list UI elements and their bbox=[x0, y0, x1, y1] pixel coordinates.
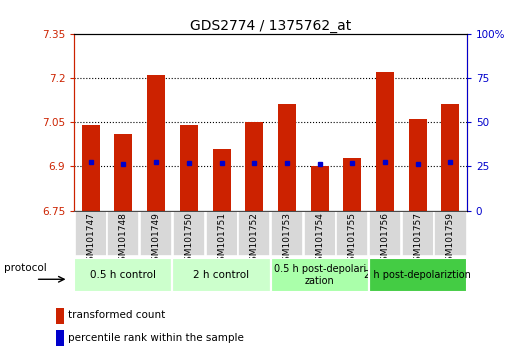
FancyBboxPatch shape bbox=[435, 211, 466, 256]
Bar bbox=[343, 158, 361, 211]
Bar bbox=[114, 134, 132, 211]
FancyBboxPatch shape bbox=[337, 211, 368, 256]
Text: 2 h control: 2 h control bbox=[193, 270, 250, 280]
Text: percentile rank within the sample: percentile rank within the sample bbox=[68, 332, 244, 343]
Text: 0.5 h control: 0.5 h control bbox=[90, 270, 156, 280]
FancyBboxPatch shape bbox=[304, 211, 336, 256]
Text: GSM101751: GSM101751 bbox=[217, 212, 226, 267]
FancyBboxPatch shape bbox=[206, 211, 238, 256]
FancyBboxPatch shape bbox=[107, 211, 140, 256]
FancyBboxPatch shape bbox=[271, 211, 303, 256]
Text: GSM101754: GSM101754 bbox=[315, 212, 324, 267]
Text: GSM101755: GSM101755 bbox=[348, 212, 357, 267]
FancyBboxPatch shape bbox=[369, 211, 401, 256]
Title: GDS2774 / 1375762_at: GDS2774 / 1375762_at bbox=[190, 19, 351, 33]
Bar bbox=[56, 330, 64, 346]
FancyBboxPatch shape bbox=[173, 211, 205, 256]
FancyBboxPatch shape bbox=[75, 211, 107, 256]
Text: GSM101759: GSM101759 bbox=[446, 212, 455, 267]
FancyBboxPatch shape bbox=[172, 258, 270, 292]
Text: GSM101757: GSM101757 bbox=[413, 212, 422, 267]
Bar bbox=[278, 104, 296, 211]
FancyBboxPatch shape bbox=[238, 211, 270, 256]
Text: GSM101752: GSM101752 bbox=[250, 212, 259, 267]
FancyBboxPatch shape bbox=[270, 258, 369, 292]
Text: GSM101756: GSM101756 bbox=[381, 212, 389, 267]
Bar bbox=[56, 308, 64, 324]
Text: GSM101750: GSM101750 bbox=[184, 212, 193, 267]
FancyBboxPatch shape bbox=[402, 211, 434, 256]
Bar bbox=[409, 119, 427, 211]
FancyBboxPatch shape bbox=[74, 258, 172, 292]
Text: protocol: protocol bbox=[4, 263, 47, 273]
Text: GSM101753: GSM101753 bbox=[283, 212, 291, 267]
Text: GSM101749: GSM101749 bbox=[152, 212, 161, 267]
Bar bbox=[82, 125, 100, 211]
Text: transformed count: transformed count bbox=[68, 310, 166, 320]
Bar bbox=[180, 125, 198, 211]
Text: 2 h post-depolariztion: 2 h post-depolariztion bbox=[364, 270, 471, 280]
Bar bbox=[147, 75, 165, 211]
Text: 0.5 h post-depolari
zation: 0.5 h post-depolari zation bbox=[273, 264, 366, 286]
Bar bbox=[212, 149, 230, 211]
Bar bbox=[311, 166, 329, 211]
Bar bbox=[442, 104, 460, 211]
Text: GSM101748: GSM101748 bbox=[119, 212, 128, 267]
FancyBboxPatch shape bbox=[369, 258, 467, 292]
Text: GSM101747: GSM101747 bbox=[86, 212, 95, 267]
FancyBboxPatch shape bbox=[140, 211, 172, 256]
Bar bbox=[376, 72, 394, 211]
Bar bbox=[245, 122, 263, 211]
